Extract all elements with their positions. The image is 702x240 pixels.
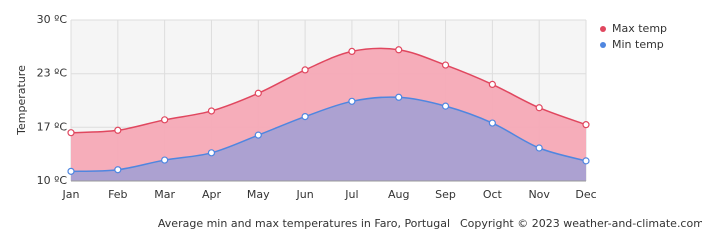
point: [488, 119, 496, 127]
y-axis-label: Temperature: [15, 65, 28, 136]
point: [207, 149, 216, 157]
x-tick-label: May: [247, 188, 270, 201]
point: [582, 157, 590, 165]
credit: Copyright © 2023 weather-and-climate.com: [460, 217, 702, 230]
point: [348, 97, 356, 105]
x-tick-label: Jan: [62, 188, 80, 201]
point: [582, 121, 590, 129]
point: [161, 156, 169, 164]
point: [395, 93, 403, 101]
x-tick-label: Apr: [202, 188, 222, 201]
legend-swatch: [600, 26, 606, 32]
x-tick-label: Aug: [388, 188, 409, 201]
x-tick-label: Feb: [108, 188, 127, 201]
x-tick-label: Mar: [154, 188, 175, 201]
x-tick-label: Jul: [344, 188, 358, 201]
line: [70, 96, 587, 173]
point: [67, 167, 75, 175]
point: [395, 46, 403, 54]
point: [254, 131, 262, 139]
y-tick-label: 23 ºC: [37, 67, 68, 80]
point: [67, 129, 75, 137]
point: [301, 66, 309, 74]
y-tick-label: 10 ºC: [37, 174, 68, 187]
point: [161, 116, 169, 124]
y-tick-label: 17 ºC: [37, 120, 68, 133]
area: [71, 97, 586, 181]
point: [441, 61, 450, 69]
point: [114, 126, 122, 134]
line: [70, 47, 587, 134]
legend-label: Min temp: [612, 38, 664, 51]
point: [488, 80, 496, 89]
legend-label: Max temp: [612, 22, 667, 35]
x-tick-label: Sep: [435, 188, 456, 201]
point: [535, 104, 543, 112]
point: [441, 102, 450, 110]
point: [348, 47, 356, 55]
point: [254, 89, 262, 97]
x-tick-label: Nov: [528, 188, 550, 201]
caption: Average min and max temperatures in Faro…: [158, 217, 450, 230]
point: [301, 112, 309, 121]
x-tick-label: Jun: [295, 188, 313, 201]
x-tick-label: Dec: [575, 188, 596, 201]
point: [207, 107, 216, 115]
x-tick-label: Oct: [483, 188, 503, 201]
point: [535, 144, 543, 152]
y-tick-label: 30 ºC: [37, 13, 68, 26]
chart: Temperature Average min and max temperat…: [15, 13, 702, 230]
point: [114, 166, 122, 174]
legend-swatch: [600, 42, 606, 48]
